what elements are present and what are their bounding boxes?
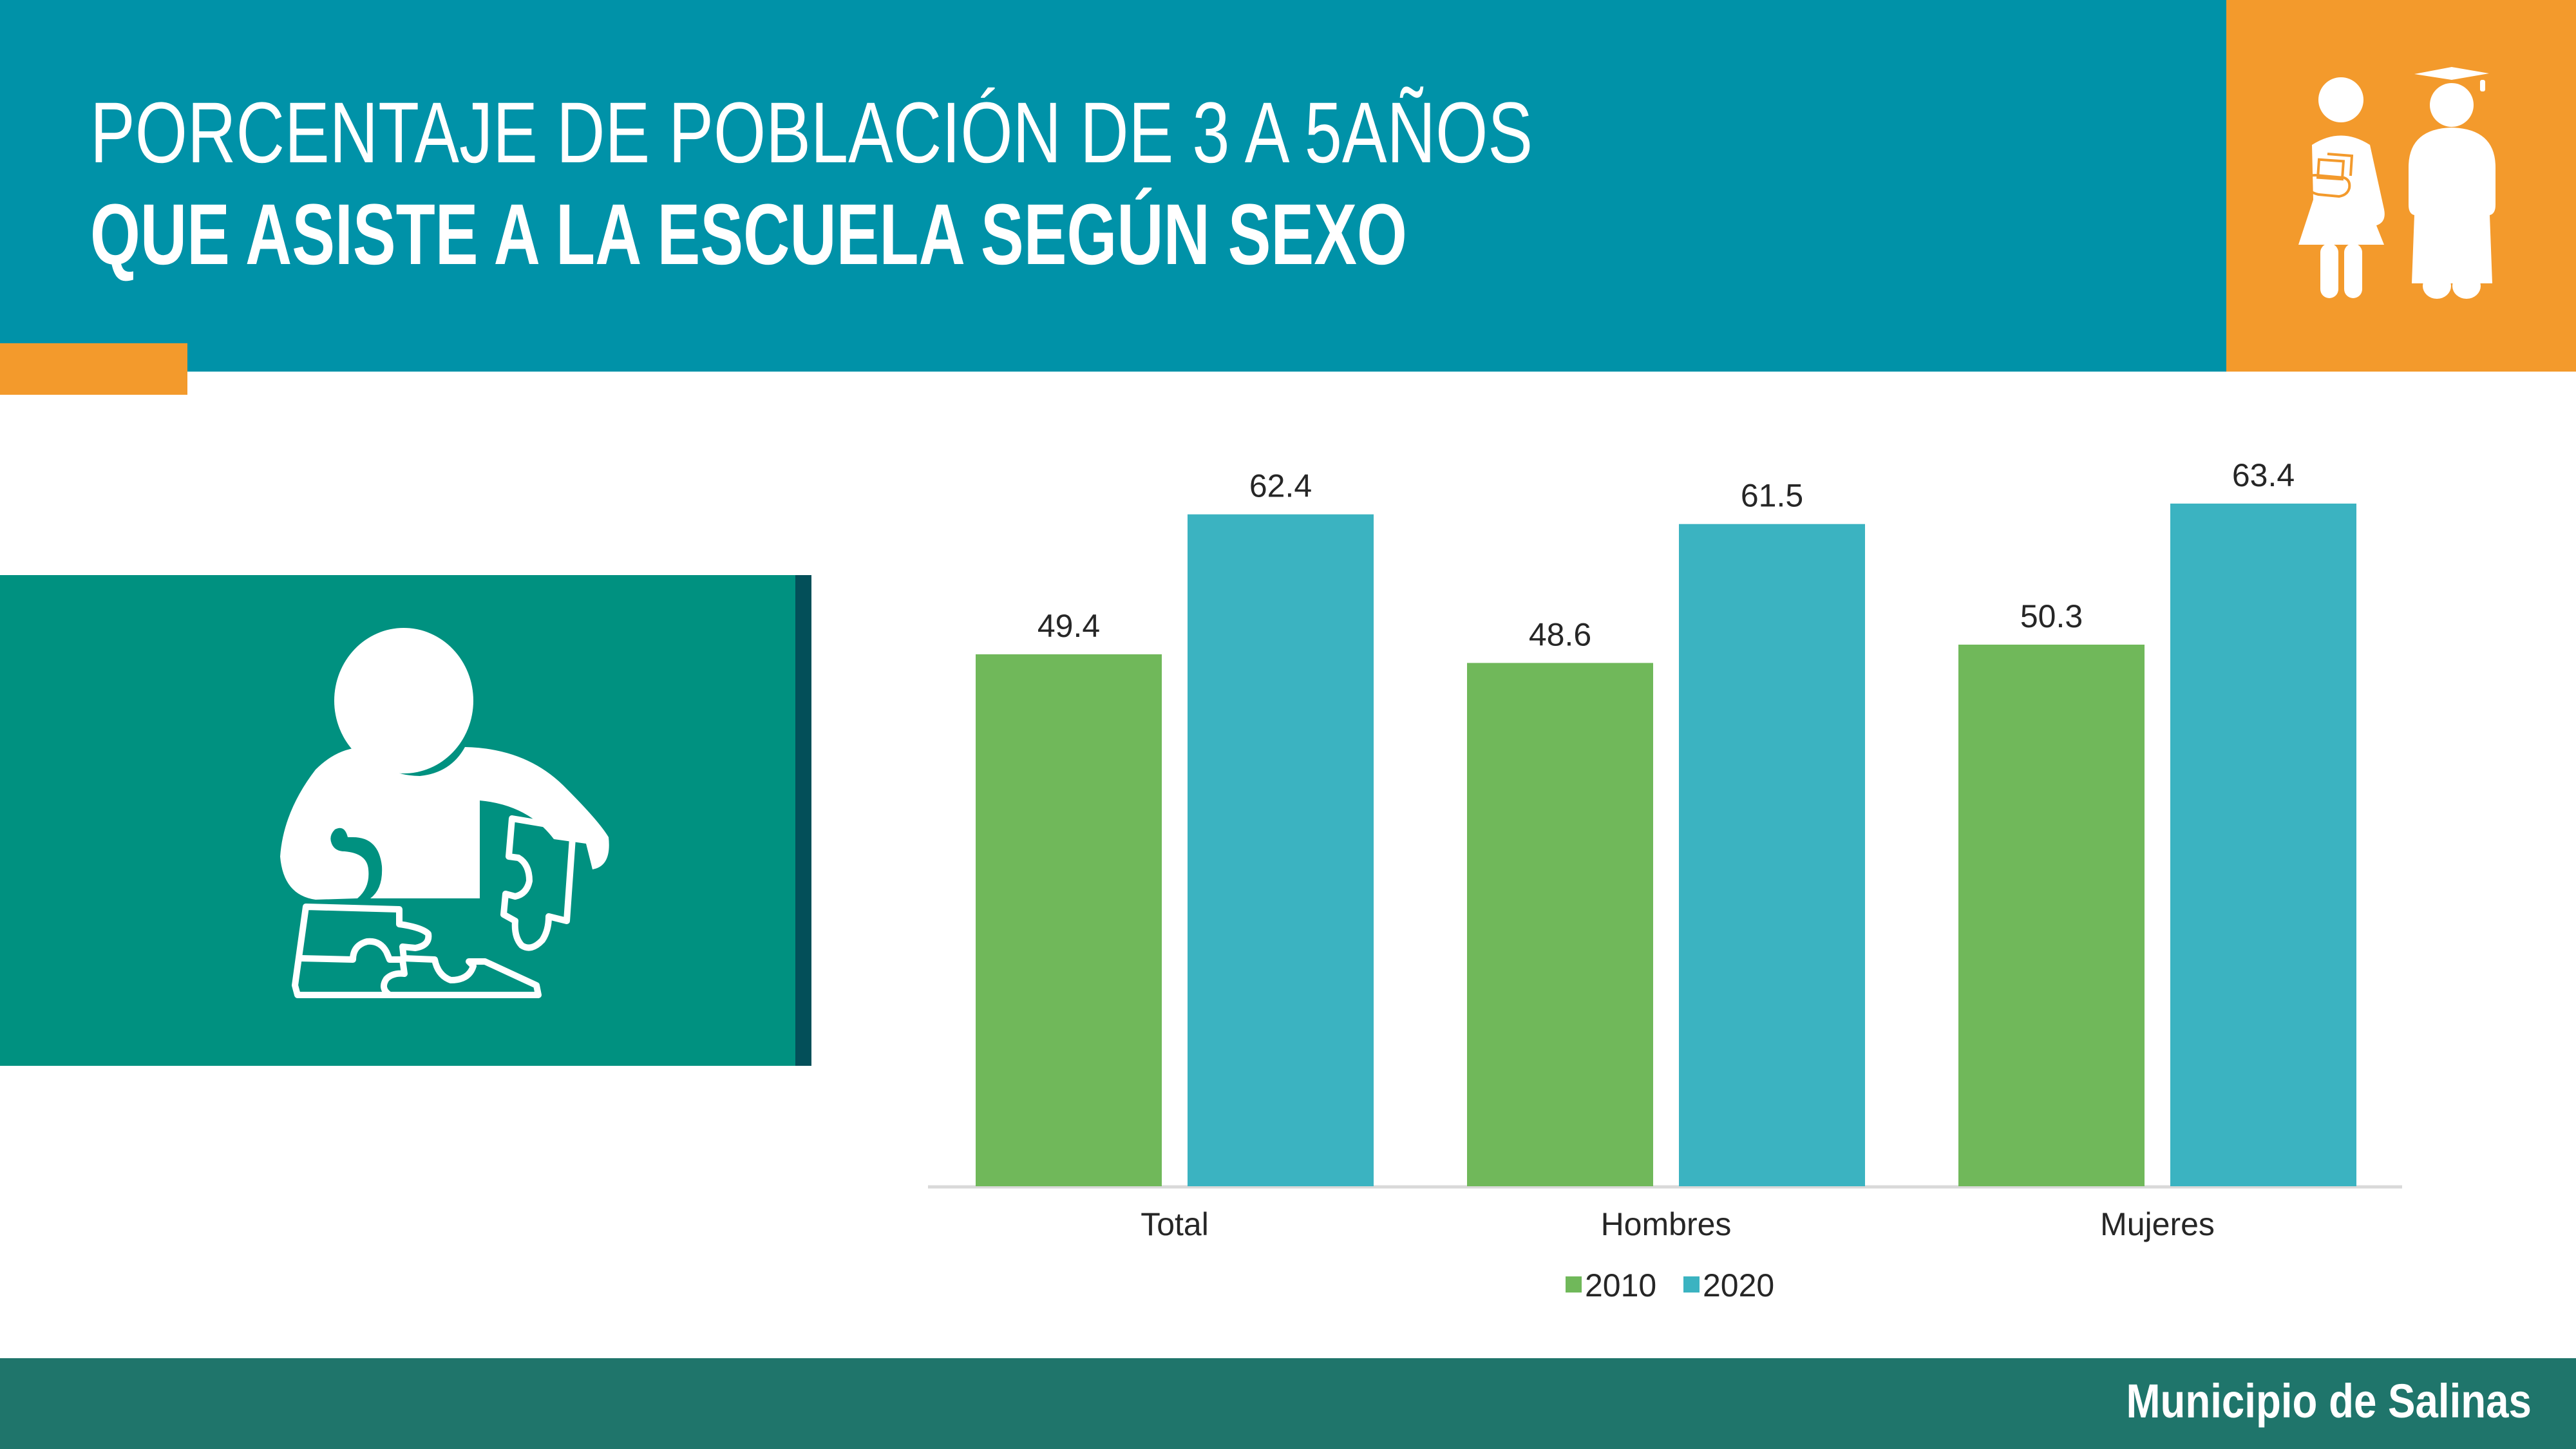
header-banner — [0, 0, 2226, 372]
category-label-total: Total — [1141, 1206, 1209, 1242]
bar-mujeres-2020[interactable] — [2170, 503, 2356, 1186]
data-label: 50.3 — [2020, 598, 2083, 634]
category-labels-group: Total Hombres Mujeres — [1141, 1206, 2215, 1242]
header-accent-bar — [0, 343, 187, 395]
students-graduate-icon — [2298, 67, 2496, 299]
data-label: 63.4 — [2232, 457, 2295, 493]
legend-swatch-2020 — [1683, 1276, 1700, 1293]
page-title-line-2: QUE ASISTE A LA ESCUELA SEGÚN SEXO — [90, 187, 1407, 283]
legend-label-2020: 2020 — [1703, 1267, 1774, 1303]
data-label: 61.5 — [1741, 478, 1803, 514]
data-label: 48.6 — [1529, 616, 1591, 652]
legend-item-2020[interactable]: 2020 — [1683, 1267, 1774, 1303]
bar-hombres-2010[interactable] — [1467, 663, 1653, 1186]
data-label: 62.4 — [1249, 468, 1312, 504]
data-label: 49.4 — [1037, 608, 1100, 644]
chart-legend: 2010 2020 — [1566, 1267, 1774, 1303]
side-panel-edge — [795, 575, 811, 1066]
bars-group — [976, 503, 2356, 1186]
category-label-hombres: Hombres — [1601, 1206, 1732, 1242]
bar-total-2010[interactable] — [976, 654, 1162, 1186]
header-icon-block — [2226, 0, 2576, 372]
page-title-line-1: PORCENTAJE DE POBLACIÓN DE 3 A 5AÑOS — [90, 85, 1533, 181]
side-illustration-panel — [0, 575, 795, 1066]
bar-hombres-2020[interactable] — [1679, 524, 1865, 1186]
child-puzzle-icon — [280, 628, 609, 998]
legend-swatch-2010 — [1566, 1276, 1582, 1293]
category-label-mujeres: Mujeres — [2100, 1206, 2215, 1242]
footer-municipality-label: Municipio de Salinas — [2126, 1374, 2532, 1428]
legend-label-2010: 2010 — [1585, 1267, 1656, 1303]
bar-mujeres-2010[interactable] — [1958, 644, 2145, 1186]
footer-bar — [0, 1358, 2576, 1449]
legend-item-2010[interactable]: 2010 — [1566, 1267, 1656, 1303]
bar-total-2020[interactable] — [1188, 514, 1374, 1186]
